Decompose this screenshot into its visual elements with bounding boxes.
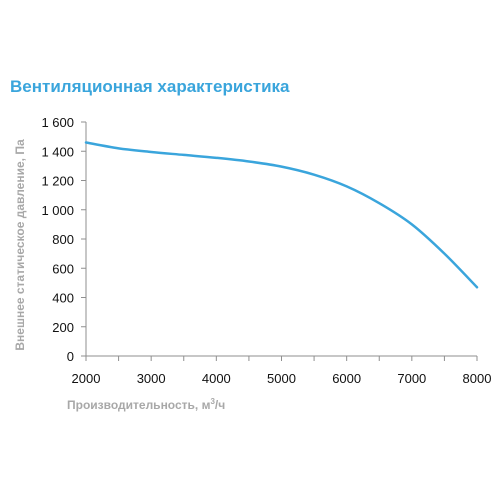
y-tick-label: 200: [52, 320, 74, 335]
series-line: [84, 141, 479, 289]
x-axis-label-superscript: 3: [210, 397, 215, 406]
y-tick-label: 600: [52, 261, 74, 276]
chart-title: Вентиляционная характеристика: [10, 77, 290, 96]
x-tick-label: 5000: [267, 371, 296, 386]
x-tick-label: 8000: [463, 371, 492, 386]
y-tick-label: 1 600: [41, 115, 74, 130]
series-group: [84, 141, 479, 289]
x-tick-label: 4000: [202, 371, 231, 386]
x-tick-label: 7000: [397, 371, 426, 386]
x-axis-label-unit: /ч: [214, 398, 226, 412]
x-axis-label-text: Производительность, м: [67, 398, 211, 412]
y-tick-label: 800: [52, 232, 74, 247]
x-tick-label: 3000: [137, 371, 166, 386]
x-tick-label: 6000: [332, 371, 361, 386]
y-tick-label: 1 400: [41, 144, 74, 159]
x-tick-label: 2000: [72, 371, 101, 386]
y-tick-label: 400: [52, 291, 74, 306]
y-tick-label: 1 200: [41, 174, 74, 189]
x-axis-label: Производительность, м3/ч: [67, 397, 225, 412]
axes: [85, 122, 477, 357]
y-tick-label: 1 000: [41, 203, 74, 218]
x-ticks: 2000 3000 4000 5000 6000 7000 8000: [72, 356, 492, 386]
y-tick-label: 0: [67, 349, 74, 364]
y-ticks: 0 200 400 600 800 1 000 1 200 1 400 1 600: [41, 115, 86, 364]
